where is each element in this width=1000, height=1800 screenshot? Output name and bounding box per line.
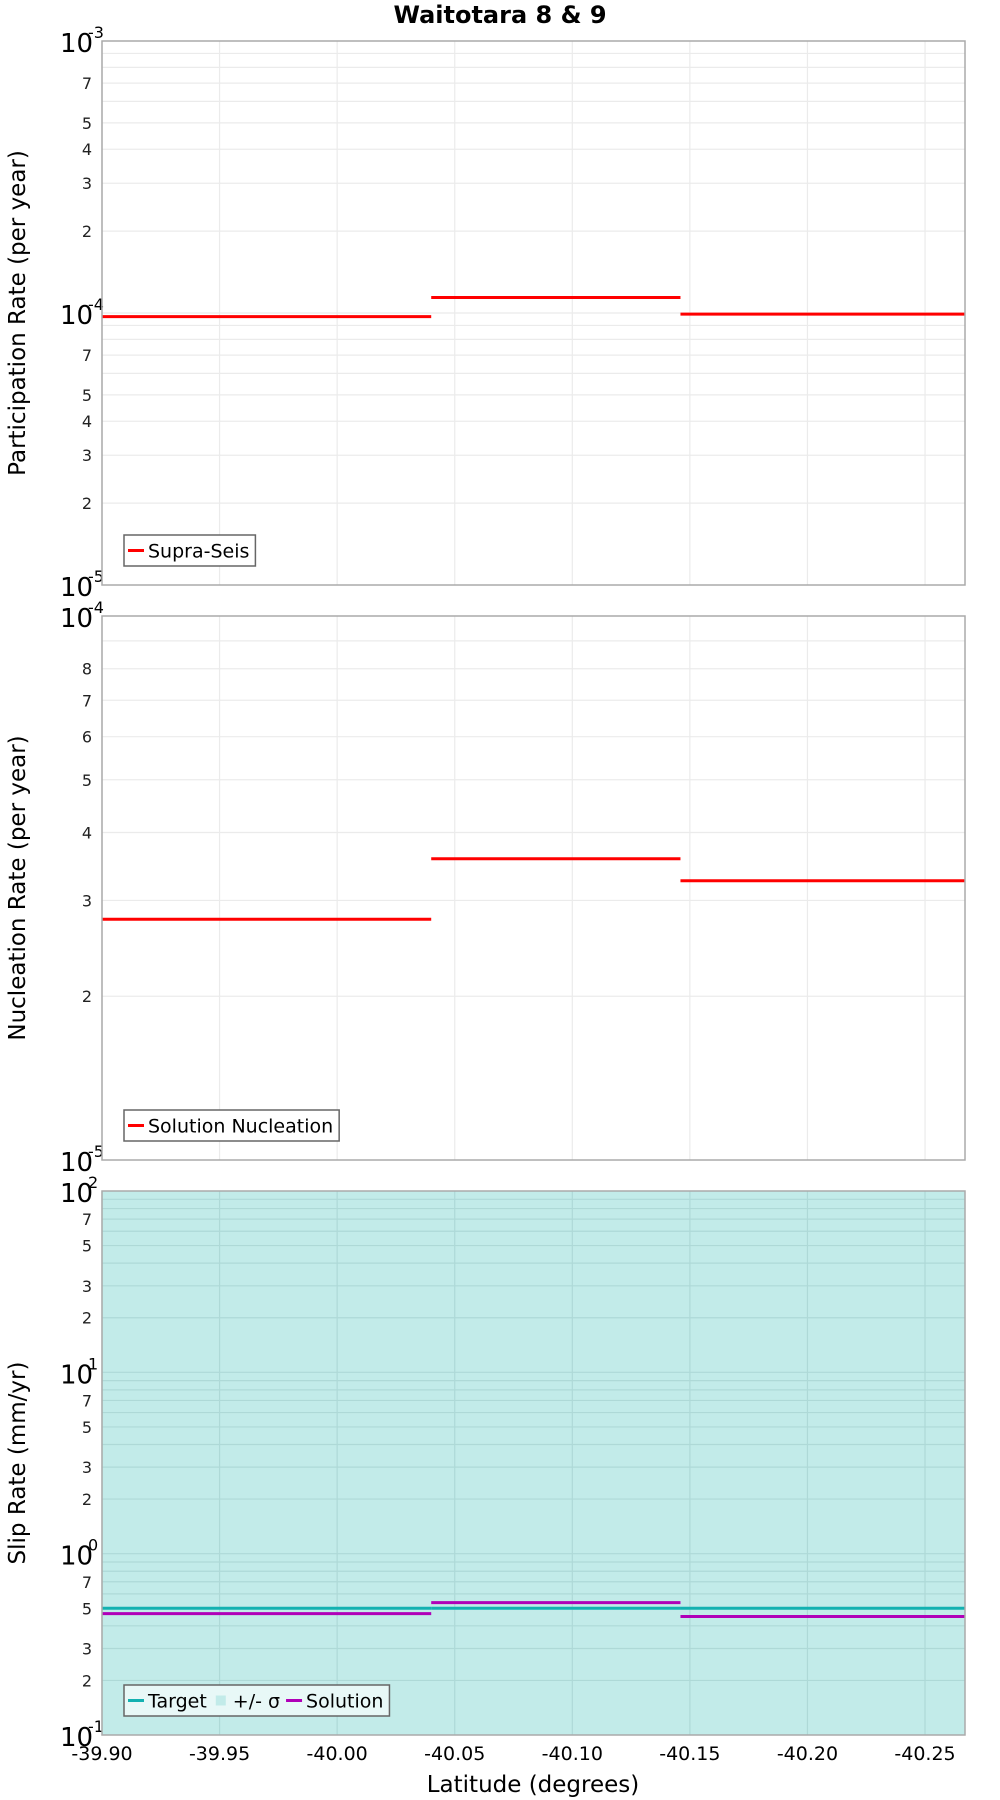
y-tick-label: 4	[82, 412, 92, 431]
x-tick-label: -40.15	[659, 1743, 720, 1765]
plot-area	[102, 616, 965, 1160]
y-tick-exponent: -4	[88, 295, 104, 314]
plot-frame	[101, 40, 966, 586]
x-tick-label: -40.05	[424, 1743, 485, 1765]
y-tick-label: 6	[82, 728, 92, 747]
y-tick-label: 3	[82, 1458, 92, 1477]
x-tick-label: -39.95	[189, 1743, 250, 1765]
legend: Supra-Seis	[123, 534, 257, 567]
y-tick-label: 7	[82, 1210, 92, 1229]
x-tick-label: -40.25	[894, 1743, 955, 1765]
y-tick-label: 3	[82, 446, 92, 465]
y-tick-major-label: 10	[60, 573, 93, 603]
y-axis-label: Slip Rate (mm/yr)	[5, 1362, 31, 1565]
legend-label: Target	[147, 1691, 207, 1713]
y-tick-major-label: 10	[60, 1179, 93, 1209]
y-tick-major-label: 10	[60, 1360, 93, 1390]
y-tick-exponent: -1	[88, 1717, 104, 1736]
legend-item: Solution	[286, 1691, 383, 1713]
y-tick-label: 5	[82, 1418, 92, 1437]
y-tick-major-label: 10	[60, 1542, 93, 1572]
y-tick-major-label: 10	[60, 604, 93, 634]
legend-item: +/- σ	[215, 1691, 280, 1713]
plot-area	[102, 1191, 965, 1735]
y-tick-label: 8	[82, 660, 92, 679]
y-tick-label: 3	[82, 174, 92, 193]
y-tick-exponent: -4	[88, 598, 104, 617]
y-tick-label: 2	[82, 1671, 92, 1690]
y-tick-label: 2	[82, 987, 92, 1006]
y-tick-exponent: -3	[88, 23, 104, 42]
legend-box	[123, 1109, 340, 1142]
y-tick-label: 3	[82, 1277, 92, 1296]
legend-swatch-box	[215, 1695, 226, 1706]
y-tick-label: 3	[82, 891, 92, 910]
legend-item: Supra-Seis	[128, 541, 249, 563]
y-axis-label: Participation Rate (per year)	[5, 150, 31, 476]
x-tick-label: -40.00	[307, 1743, 368, 1765]
y-tick-label: 7	[82, 346, 92, 365]
y-tick-label: 2	[82, 494, 92, 513]
y-tick-major-label: 10	[60, 301, 93, 331]
x-tick-label: -40.20	[777, 1743, 838, 1765]
y-axis-label: Nucleation Rate (per year)	[5, 735, 31, 1040]
x-tick-label: -40.10	[542, 1743, 603, 1765]
y-tick-major-label: 10	[60, 1723, 93, 1753]
x-axis-label: Latitude (degrees)	[427, 1772, 640, 1798]
legend: Solution Nucleation	[123, 1109, 340, 1142]
y-tick-label: 5	[82, 386, 92, 405]
y-tick-label: 3	[82, 1639, 92, 1658]
chart-title: Waitotara 8 & 9	[393, 1, 606, 29]
y-tick-major-label: 10	[60, 29, 93, 59]
y-tick-label: 2	[82, 222, 92, 241]
y-tick-label: 5	[82, 114, 92, 133]
legend-box	[123, 1684, 391, 1717]
plot-frame	[101, 1190, 966, 1736]
y-tick-exponent: 0	[88, 1536, 98, 1555]
y-tick-major-label: 10	[60, 1148, 93, 1178]
legend: Target +/- σ Solution	[123, 1684, 391, 1717]
y-tick-label: 7	[82, 691, 92, 710]
y-tick-label: 5	[82, 1237, 92, 1256]
legend-box	[123, 534, 257, 567]
legend-item: Target	[128, 1691, 207, 1713]
y-tick-label: 4	[82, 140, 92, 159]
legend-item: Solution Nucleation	[128, 1116, 333, 1138]
y-tick-label: 2	[82, 1309, 92, 1328]
y-tick-label: 7	[82, 74, 92, 93]
y-tick-label: 5	[82, 771, 92, 790]
y-tick-label: 5	[82, 1599, 92, 1618]
y-tick-exponent: -5	[88, 567, 104, 586]
y-tick-exponent: 2	[88, 1173, 98, 1192]
y-tick-exponent: 1	[88, 1354, 98, 1373]
x-tick-label: -39.90	[71, 1743, 132, 1765]
y-tick-label: 7	[82, 1391, 92, 1410]
y-tick-label: 2	[82, 1490, 92, 1509]
legend-label: +/- σ	[233, 1691, 280, 1713]
legend-label: Solution Nucleation	[148, 1116, 333, 1138]
plot-frame	[101, 615, 966, 1161]
legend-label: Solution	[306, 1691, 383, 1713]
legend-label: Supra-Seis	[148, 541, 249, 563]
y-tick-label: 4	[82, 823, 92, 842]
y-tick-label: 7	[82, 1573, 92, 1592]
y-tick-exponent: -5	[88, 1142, 104, 1161]
